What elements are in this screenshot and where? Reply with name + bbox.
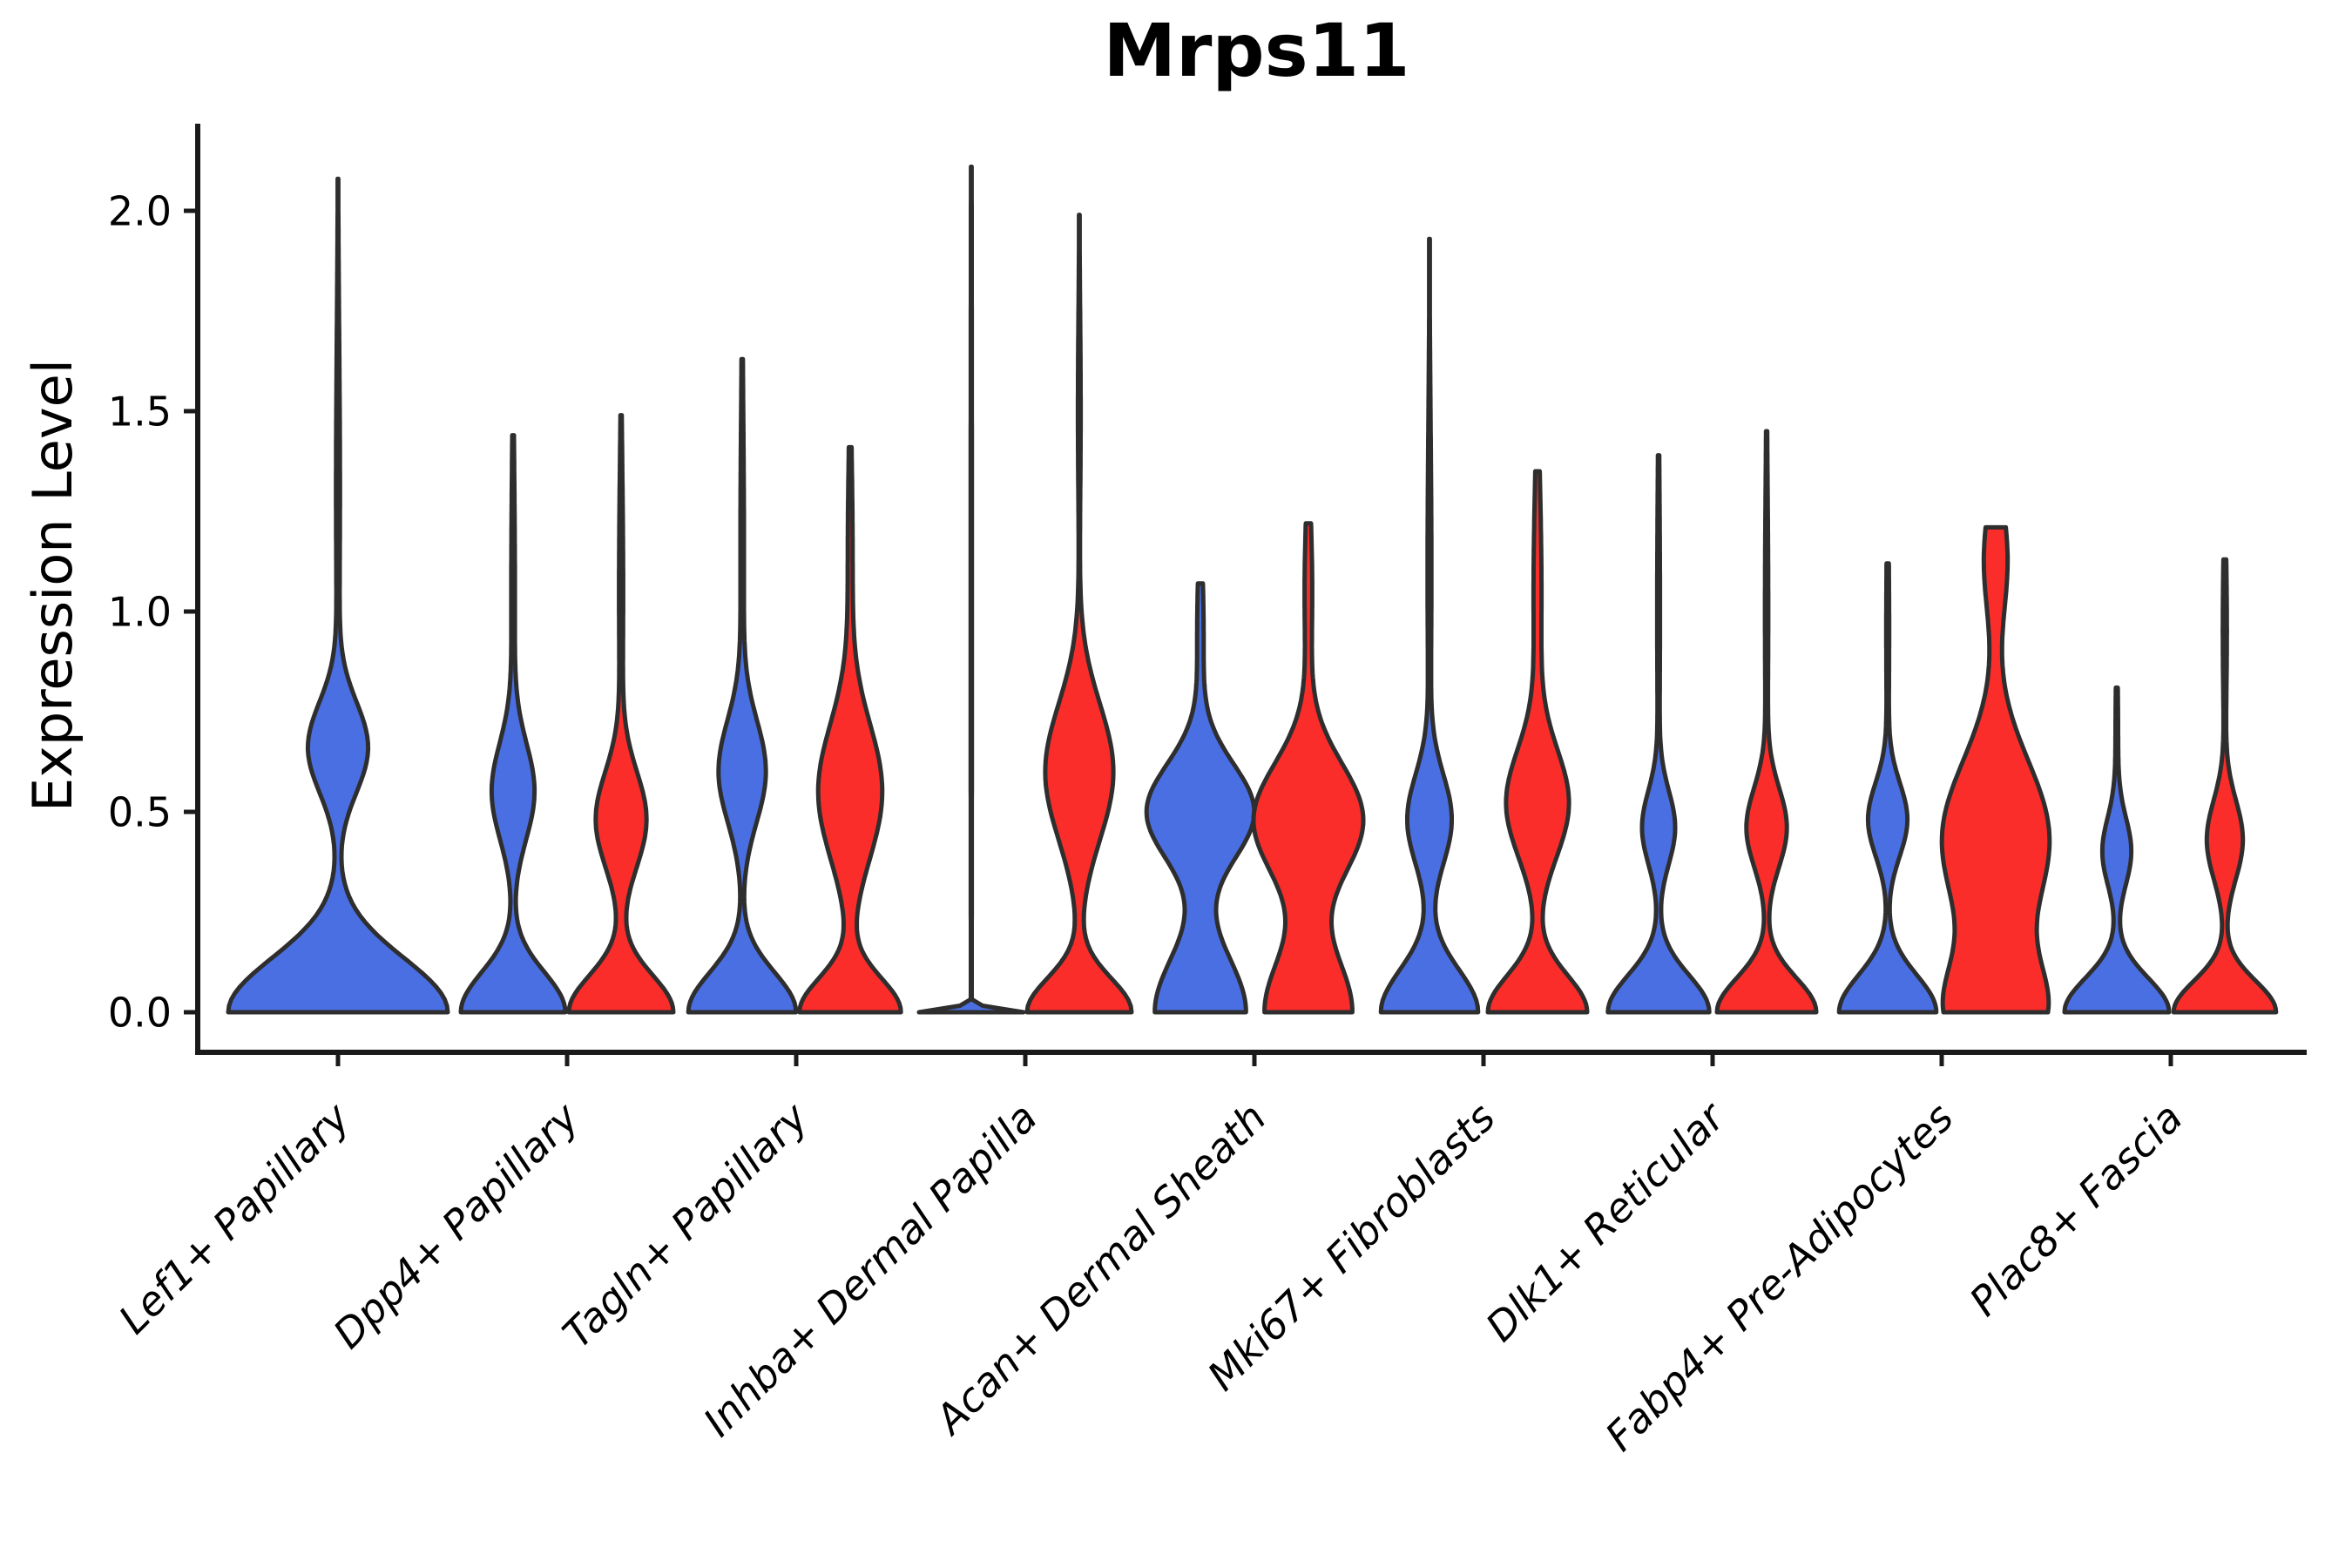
violin-red-acan-dermal-sheath (1251, 521, 1366, 1015)
violin-blue-plac8-fascia (2062, 685, 2172, 1015)
violin-blue-acan-dermal-sheath (1144, 581, 1257, 1015)
violin-blue-inhba-dermal-papilla (916, 164, 1026, 1015)
y-tick-label: 2.0 (108, 188, 172, 235)
violin-blue-fabp4-pre-adipocytes (1836, 561, 1939, 1015)
violin-red-dpp4-papillary (566, 413, 676, 1015)
plot-title: Mrps11 (1103, 8, 1410, 93)
violin-blue-dpp4-papillary (458, 433, 568, 1015)
x-tick-label: Dlk1+ Reticular (1477, 1092, 1735, 1350)
violin-red-fabp4-pre-adipocytes (1939, 524, 2052, 1015)
y-tick-label: 1.5 (108, 389, 172, 436)
violin-red-inhba-dermal-papilla (1024, 213, 1134, 1015)
violin-blue-lef1-papillary (226, 176, 450, 1015)
x-tick-label: Tagln+ Papillary (553, 1093, 817, 1357)
violin-red-dlk1-reticular (1714, 429, 1819, 1015)
violin-red-mki67-fibroblasts (1485, 469, 1590, 1015)
violin-red-tagln-papillary (797, 444, 903, 1015)
x-tick-label: Lef1+ Papillary (110, 1093, 359, 1342)
x-tick-label: Dpp4+ Papillary (324, 1093, 588, 1357)
x-tick-label: Plac8+ Fascia (1960, 1094, 2191, 1325)
violin-red-plac8-fascia (2171, 557, 2279, 1015)
y-tick-label: 0.0 (108, 990, 172, 1037)
violin-blue-tagln-papillary (686, 356, 799, 1015)
violin-blue-mki67-fibroblasts (1378, 236, 1481, 1015)
violin-blue-dlk1-reticular (1605, 453, 1712, 1015)
y-tick-label: 0.5 (108, 789, 172, 836)
y-tick-label: 1.0 (108, 589, 172, 636)
